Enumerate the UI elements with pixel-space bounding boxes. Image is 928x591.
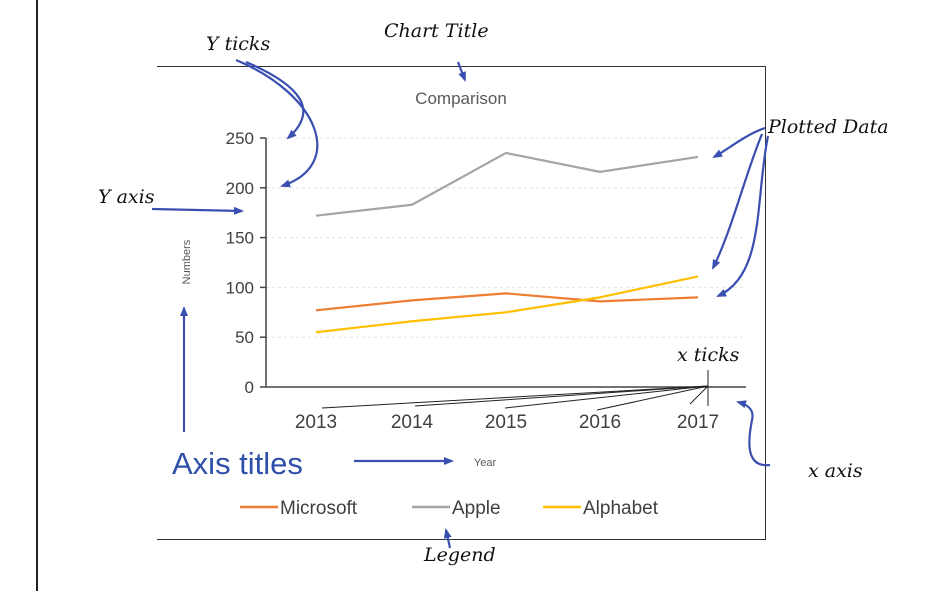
x-tick-label-2013: 2013 [295,412,337,433]
annotation-plotted-data: Plotted Data [767,116,889,138]
annotation-arrows [151,58,771,549]
legend-label-alphabet: Alphabet [583,498,659,519]
x-axis-title: Year [474,457,497,469]
series-line-apple [315,151,699,217]
x-tick-label-2017: 2017 [677,412,719,433]
chart-title-arrow [456,61,467,82]
annotation-axis-titles: Axis titles [172,446,303,481]
axes [260,137,746,388]
chart-title: Comparison [415,89,507,108]
series-line-alphabet [315,275,699,334]
y-tick-label-0: 0 [245,378,254,397]
y-tick-label-200: 200 [226,179,254,198]
x-axis-arrow [736,400,771,467]
page-left-rule [36,0,38,591]
x-tick-label-2015: 2015 [485,412,527,433]
y-axis-arrow [151,206,244,215]
x-tick-label-2016: 2016 [579,412,621,433]
annotation-chart-title: Chart Title [384,20,489,42]
x-ticks-pointer-lines [321,370,709,411]
annotation-x-ticks: x ticks [677,344,740,366]
series-lines [315,151,699,334]
plotted-data-arrow-microsoft [716,135,770,298]
plotted-data-arrow-apple [712,126,766,158]
chart-frame [157,66,766,540]
annotation-x-axis: x axis [808,460,863,482]
y-tick-label-250: 250 [226,129,254,148]
legend: Microsoft Apple Alphabet [240,498,659,519]
y-tick-label-100: 100 [226,278,254,297]
annotation-y-ticks: Y ticks [206,33,270,55]
x-tick-labels: 2013 2014 2015 2016 2017 [295,412,719,433]
y-tick-label-50: 50 [235,328,254,347]
gridlines [266,137,746,338]
legend-label-microsoft: Microsoft [280,498,358,519]
legend-label-apple: Apple [452,498,501,519]
annotation-legend: Legend [423,544,496,566]
annotation-y-axis: Y axis [98,186,155,208]
plotted-data-arrow-alphabet [712,133,764,270]
y-ticks-arrow-upper [245,60,305,140]
x-tick-label-2014: 2014 [391,412,434,433]
series-line-microsoft [315,292,699,312]
y-ticks-arrow-lower [235,58,319,188]
y-axis-title: Numbers [181,239,193,284]
legend-arrow [443,528,452,549]
y-tick-label-150: 150 [226,229,254,248]
y-tick-labels: 0 50 100 150 200 250 [226,129,254,397]
